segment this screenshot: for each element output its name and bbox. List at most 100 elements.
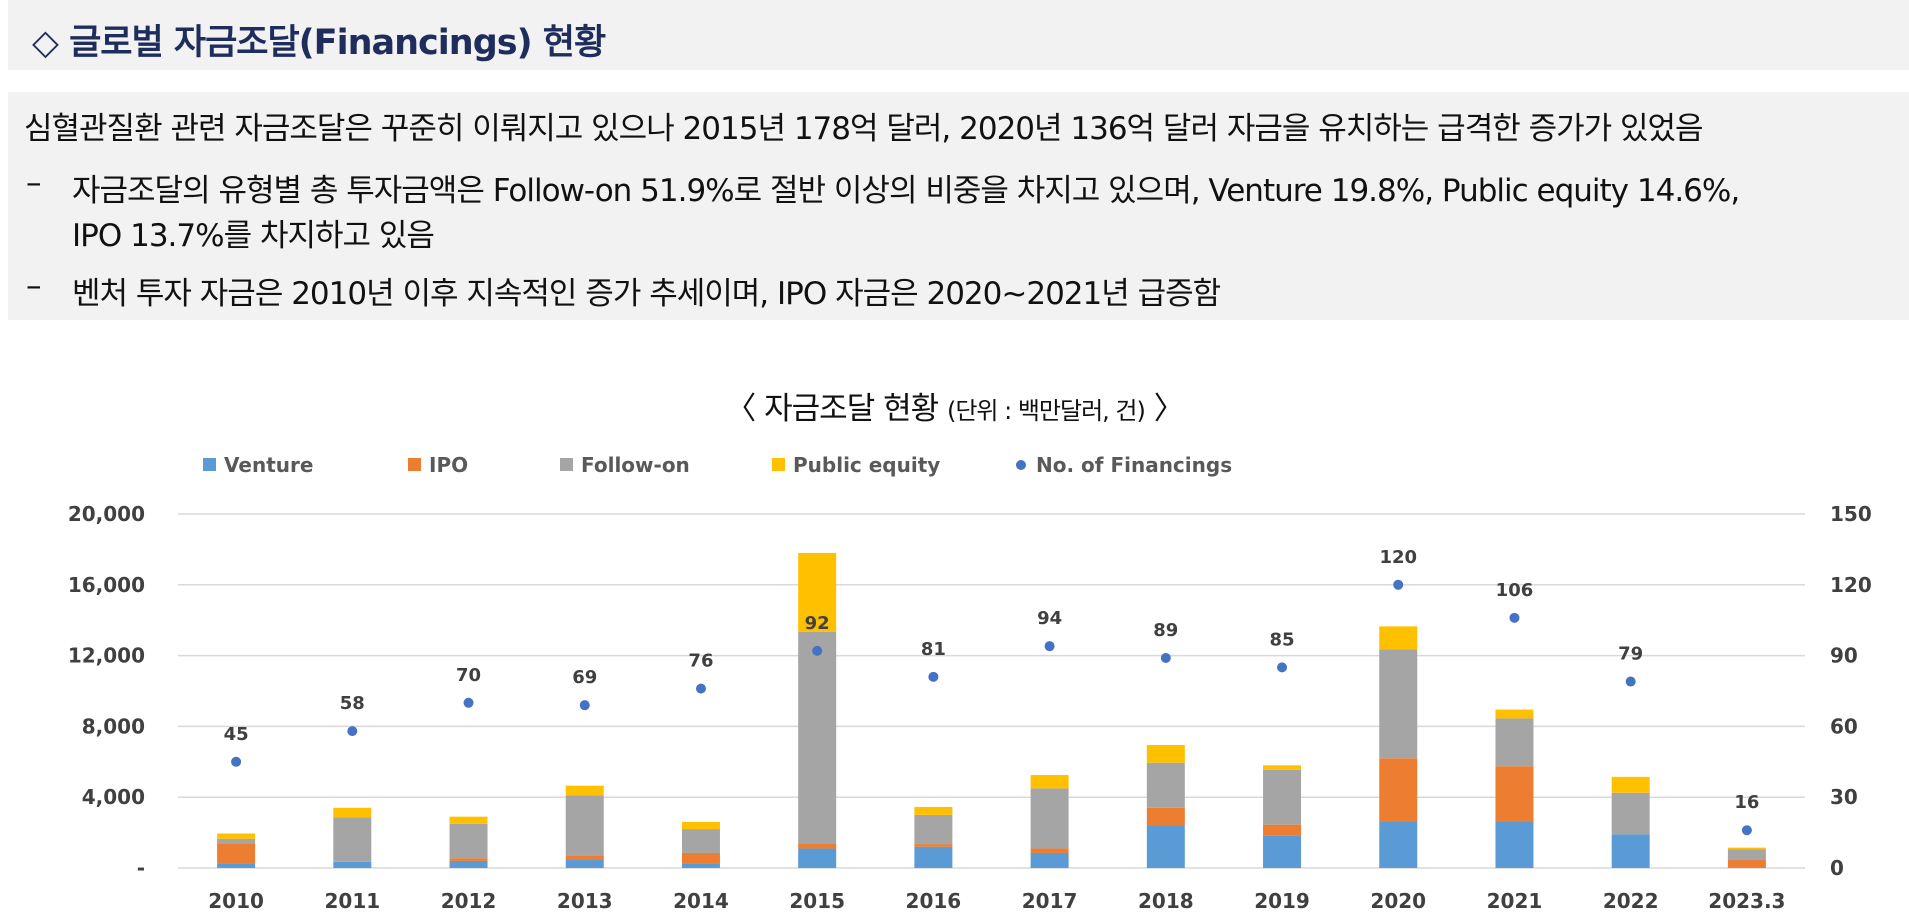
bar-follow-on-2019 xyxy=(1263,769,1302,825)
legend-swatch-ipo xyxy=(408,458,421,471)
y-axis-right-tick: 60 xyxy=(1830,714,1858,738)
financings-data-label: 89 xyxy=(1153,620,1178,641)
x-axis-tick: 2021 xyxy=(1487,889,1543,913)
bar-venture-2015 xyxy=(798,848,837,868)
bar-venture-2021 xyxy=(1495,821,1534,868)
page-title: ◇ 글로벌 자금조달(Financings) 현황 xyxy=(32,23,606,63)
bar-public-equity-2019 xyxy=(1263,765,1302,770)
chart-title: 〈 자금조달 현황 (단위 : 백만달러, 건) 〉 xyxy=(0,383,1909,428)
legend-marker-no-of-financings xyxy=(1016,460,1026,470)
financings-point-2010 xyxy=(231,756,242,767)
bar-venture-2016 xyxy=(914,846,953,868)
financings-data-label: 81 xyxy=(921,639,946,660)
bar-venture-2022 xyxy=(1611,834,1650,868)
axis-layer: - 4,000 8,000 12,000 16,000 20,000 0 30 60 90 120 1… xyxy=(68,502,1872,913)
bar-ipo-2018 xyxy=(1146,807,1185,826)
bar-venture-2018 xyxy=(1146,825,1185,868)
x-axis-tick: 2022 xyxy=(1603,889,1659,913)
legend-label-follow-on: Follow-on xyxy=(581,453,690,477)
legend-swatch-public-equity xyxy=(772,458,785,471)
legend-label-ipo: IPO xyxy=(429,453,468,477)
bar-venture-2012 xyxy=(449,860,488,868)
financings-data-label: 58 xyxy=(340,693,365,714)
y-axis-right-tick: 90 xyxy=(1830,644,1858,668)
y-axis-left-tick: 8,000 xyxy=(82,714,145,738)
bar-ipo-2017 xyxy=(1030,848,1069,853)
x-axis-tick: 2018 xyxy=(1138,889,1194,913)
financings-point-2013 xyxy=(579,700,590,711)
legend-label-no-of-financings: No. of Financings xyxy=(1036,453,1232,477)
financings-point-2019 xyxy=(1277,662,1288,673)
bar-follow-on-2017 xyxy=(1030,788,1069,849)
bullet-1-line-1: 자금조달의 유형별 총 투자금액은 Follow-on 51.9%로 절반 이상… xyxy=(72,173,1740,209)
y-axis-left-tick: 4,000 xyxy=(82,785,145,809)
financings-point-2016 xyxy=(928,671,939,682)
financings-data-label: 106 xyxy=(1496,580,1534,601)
bar-ipo-2021 xyxy=(1495,766,1534,822)
bar-public-equity-2021 xyxy=(1495,709,1534,719)
financings-point-2023.3 xyxy=(1741,825,1752,836)
bar-public-equity-2012 xyxy=(449,816,488,824)
chart-title-main: 〈 자금조달 현황 xyxy=(725,391,947,427)
bar-public-equity-2015 xyxy=(798,552,837,632)
x-axis-tick: 2013 xyxy=(557,889,613,913)
bullet-marker-2: – xyxy=(26,268,42,304)
financings-data-label: 85 xyxy=(1270,629,1295,650)
bullet-1-line-2: IPO 13.7%를 차지하고 있음 xyxy=(72,218,435,254)
bar-follow-on-2011 xyxy=(333,817,372,862)
bullet-marker-1: – xyxy=(26,165,42,201)
bar-follow-on-2010 xyxy=(217,838,256,844)
bar-follow-on-2022 xyxy=(1611,792,1650,835)
chart-title-close: 〉 xyxy=(1144,391,1185,427)
bar-ipo-2020 xyxy=(1379,758,1418,822)
y-axis-left-tick: 20,000 xyxy=(68,502,145,526)
x-axis-tick: 2014 xyxy=(673,889,729,913)
bar-venture-2011 xyxy=(333,861,372,868)
y-axis-left-tick: 12,000 xyxy=(68,644,145,668)
bar-public-equity-2014 xyxy=(681,821,720,830)
labels-layer: 45 58 70 69 76 92 81 94 89 85 120 106 79 16 xyxy=(224,547,1760,813)
bar-venture-2010 xyxy=(217,863,256,868)
legend-label-venture: Venture xyxy=(224,453,313,477)
bar-follow-on-2013 xyxy=(565,795,604,856)
x-axis-tick: 2010 xyxy=(208,889,264,913)
y-axis-right-tick: 150 xyxy=(1830,502,1872,526)
bar-follow-on-2021 xyxy=(1495,718,1534,767)
bar-follow-on-2015 xyxy=(798,631,837,844)
bar-ipo-2012 xyxy=(449,858,488,861)
bar-ipo-2013 xyxy=(565,855,604,861)
x-axis-tick: 2017 xyxy=(1022,889,1078,913)
bar-public-equity-2010 xyxy=(217,833,256,839)
bar-public-equity-2017 xyxy=(1030,775,1069,789)
summary-box xyxy=(8,92,1909,320)
y-axis-right-tick: 30 xyxy=(1830,785,1858,809)
financings-point-2012 xyxy=(463,697,474,708)
legend-layer: Venture IPO Follow-on Public equity No. of F… xyxy=(203,453,1232,477)
bar-venture-2023.3 xyxy=(1727,867,1766,868)
financings-point-2017 xyxy=(1044,641,1055,652)
bar-ipo-2010 xyxy=(217,843,256,864)
financings-point-2018 xyxy=(1160,652,1171,663)
bar-public-equity-2011 xyxy=(333,807,372,818)
bar-public-equity-2016 xyxy=(914,806,953,815)
financings-point-2011 xyxy=(347,726,358,737)
financings-data-label: 92 xyxy=(805,613,830,634)
bar-public-equity-2022 xyxy=(1611,776,1650,793)
bar-follow-on-2018 xyxy=(1146,762,1185,808)
bar-ipo-2019 xyxy=(1263,824,1302,836)
legend-label-public-equity: Public equity xyxy=(793,453,940,477)
summary-line-1: 심혈관질환 관련 자금조달은 꾸준히 이뤄지고 있으나 2015년 178억 달… xyxy=(24,111,1704,147)
financings-point-2021 xyxy=(1509,612,1520,623)
y-axis-right-tick: 120 xyxy=(1830,573,1872,597)
x-axis-tick: 2020 xyxy=(1370,889,1426,913)
bar-venture-2019 xyxy=(1263,835,1302,868)
x-axis-tick: 2011 xyxy=(324,889,380,913)
financings-data-label: 45 xyxy=(224,724,249,745)
financings-data-label: 70 xyxy=(456,665,481,686)
financings-data-label: 76 xyxy=(688,651,713,672)
x-axis-tick: 2012 xyxy=(441,889,497,913)
bar-public-equity-2020 xyxy=(1379,626,1418,650)
bar-follow-on-2023.3 xyxy=(1727,849,1766,861)
bar-public-equity-2013 xyxy=(565,785,604,796)
chart-title-unit: (단위 : 백만달러, 건) xyxy=(946,397,1146,425)
